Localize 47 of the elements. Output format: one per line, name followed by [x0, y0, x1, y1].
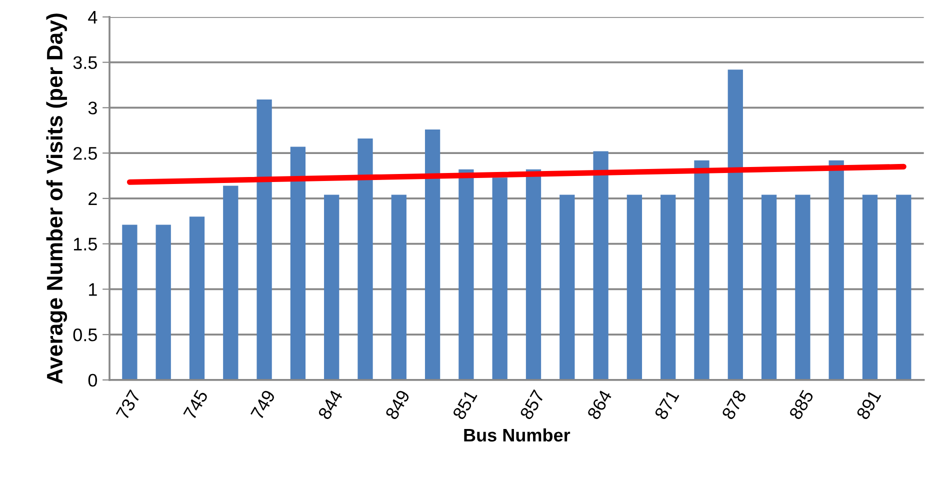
bar	[290, 146, 306, 380]
bar	[189, 216, 205, 380]
bar	[256, 100, 272, 380]
x-tick-label: 849	[384, 389, 410, 420]
bar	[795, 194, 810, 380]
x-axis-title: Bus Number	[464, 428, 570, 442]
x-tick-label: 749	[250, 389, 276, 420]
y-tick-label: 3.5	[73, 56, 97, 70]
x-tick-label: 891	[856, 389, 882, 420]
x-tick-label: 871	[654, 389, 680, 420]
x-tick-label: 885	[788, 389, 814, 420]
x-tick-label: 844	[318, 388, 344, 420]
x-tick-label: 878	[721, 389, 747, 420]
bar	[761, 194, 777, 380]
y-tick-label: 4	[88, 11, 98, 24]
bar	[358, 138, 373, 380]
y-tick-label: 3	[88, 102, 97, 114]
bar	[593, 151, 608, 380]
bar	[122, 224, 138, 380]
x-tick-label: 864	[586, 388, 612, 420]
y-axis-title: Average Number of Visits (per Day)	[46, 14, 68, 384]
y-tick-label: 2.5	[74, 147, 97, 160]
bar	[828, 160, 844, 380]
bar	[424, 129, 440, 380]
y-tick-label: 1	[89, 283, 97, 296]
bar	[223, 186, 238, 380]
x-tick-label: 745	[183, 389, 208, 420]
y-tick-label: 2	[88, 192, 97, 205]
bar	[660, 194, 676, 380]
bar	[560, 194, 575, 380]
x-tick-label: 737	[116, 389, 141, 420]
bar	[694, 160, 710, 380]
bar	[492, 178, 508, 380]
y-tick-label: 0.5	[73, 328, 97, 342]
bar	[896, 194, 912, 380]
bar	[324, 194, 340, 380]
bar	[526, 169, 542, 380]
bar	[156, 224, 171, 380]
y-tick-label: 1.5	[74, 238, 97, 251]
bar	[391, 194, 406, 380]
x-tick-label: 857	[519, 389, 545, 420]
x-tick-label: 851	[452, 389, 478, 420]
bar	[862, 194, 878, 380]
bar	[626, 194, 642, 380]
bar	[458, 169, 474, 380]
bar	[728, 70, 743, 380]
y-tick-label: 0	[88, 374, 97, 387]
